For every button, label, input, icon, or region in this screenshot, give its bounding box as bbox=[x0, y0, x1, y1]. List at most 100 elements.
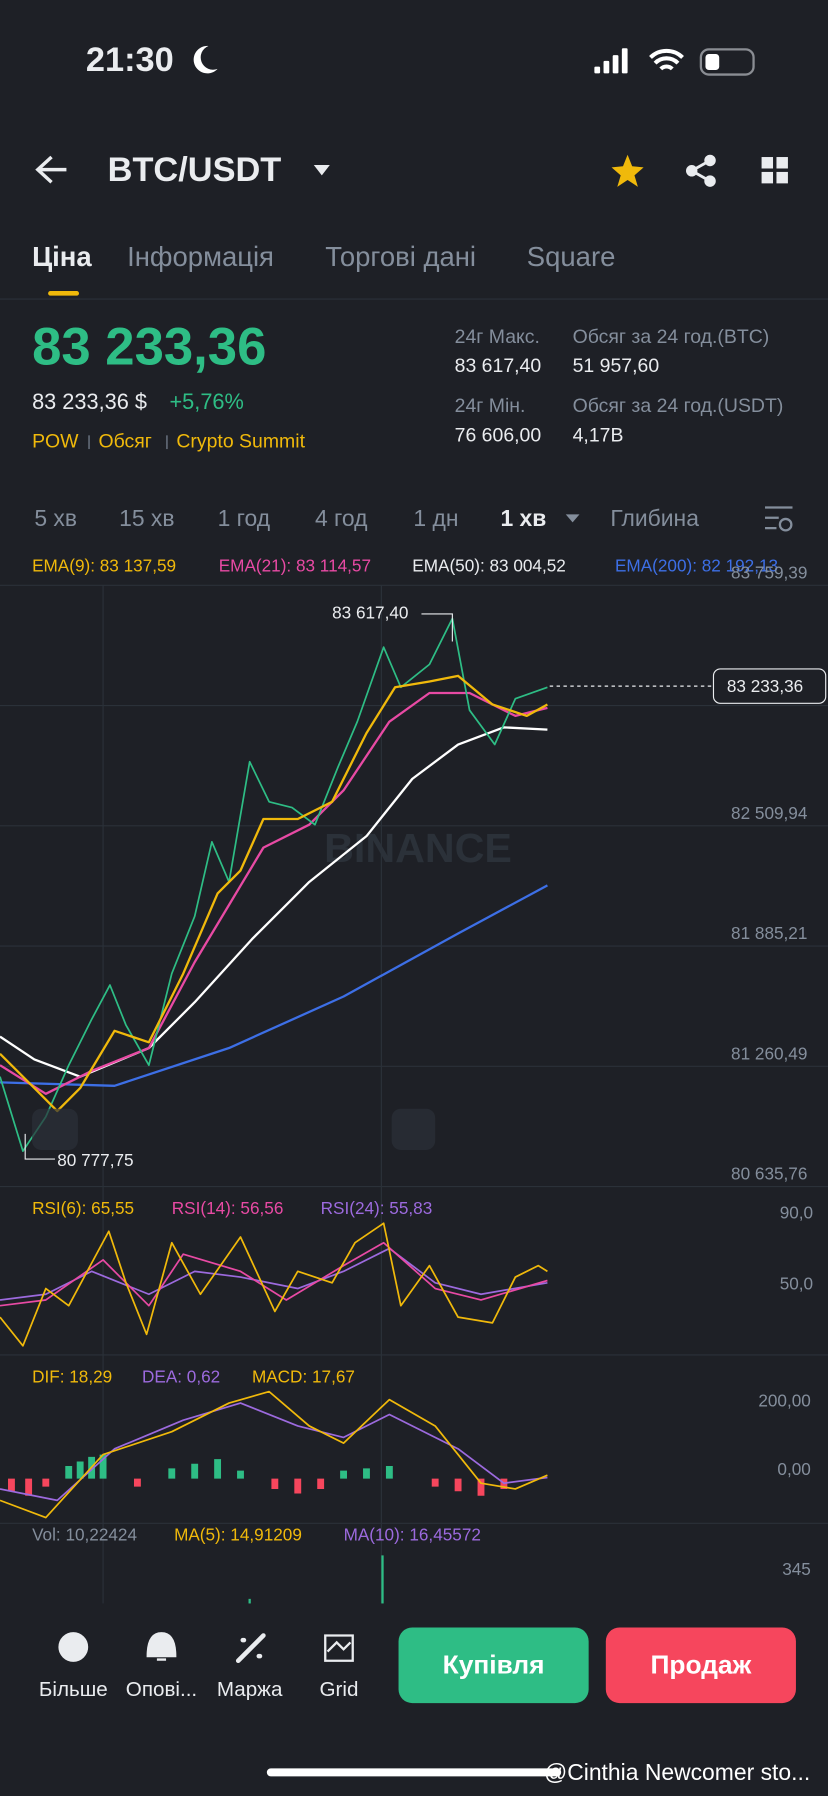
depth-tab[interactable]: Глибина bbox=[610, 505, 699, 531]
favorite-star[interactable] bbox=[611, 154, 644, 187]
chart-settings[interactable] bbox=[765, 506, 793, 532]
stat-value: 76 606,00 bbox=[455, 425, 542, 447]
macd-axis-label: 200,00 bbox=[758, 1390, 810, 1410]
macd-axis-label: 0,00 bbox=[777, 1459, 810, 1479]
alert-icon[interactable] bbox=[146, 1632, 177, 1661]
margin-icon[interactable] bbox=[235, 1633, 266, 1664]
volume-label: MA(5): 14,91209 bbox=[174, 1524, 302, 1544]
rsi-label: RSI(6): 65,55 bbox=[32, 1198, 134, 1218]
dea-line bbox=[0, 1402, 548, 1502]
current-price-box bbox=[712, 668, 827, 704]
interval[interactable]: 4 год bbox=[315, 505, 368, 531]
volume-axis-label: 345 bbox=[782, 1559, 811, 1579]
ema-label: EMA(9): 83 137,59 bbox=[32, 556, 176, 576]
tag[interactable]: Обсяг bbox=[98, 430, 151, 452]
layout-cell bbox=[761, 171, 774, 184]
battery-level bbox=[705, 53, 720, 70]
tab-indicator bbox=[48, 291, 80, 296]
nav-label[interactable]: Опові... bbox=[126, 1678, 197, 1701]
layout-cell bbox=[776, 157, 788, 169]
wifi-icon bbox=[649, 48, 684, 71]
buy-button[interactable] bbox=[398, 1627, 589, 1704]
ema50-line bbox=[0, 726, 548, 1078]
ema-label: EMA(21): 83 114,57 bbox=[219, 556, 371, 576]
ema200-line bbox=[0, 884, 548, 1087]
macd-histogram-down bbox=[8, 1478, 508, 1496]
home-indicator bbox=[266, 1768, 562, 1777]
sell-button[interactable] bbox=[605, 1627, 796, 1704]
signal-bar bbox=[621, 48, 628, 74]
overlay-text: @Cinthia Newcomer sto... bbox=[544, 1759, 810, 1785]
watermark: BINANCE bbox=[324, 825, 512, 871]
layout-button[interactable] bbox=[761, 157, 788, 184]
signal-bar bbox=[603, 60, 610, 74]
macd-label: DIF: 18,29 bbox=[32, 1366, 112, 1386]
signal-bar bbox=[594, 66, 601, 74]
interval[interactable]: 15 хв bbox=[119, 505, 174, 531]
tag[interactable]: Crypto Summit bbox=[176, 430, 305, 452]
current-price: 83 233,36 bbox=[727, 676, 803, 696]
interval[interactable]: 1 дн bbox=[413, 505, 458, 531]
high-label: 83 617,40 bbox=[332, 603, 408, 623]
ema-label: EMA(50): 83 004,52 bbox=[412, 556, 566, 576]
rsi-label: RSI(24): 55,83 bbox=[321, 1198, 433, 1218]
clock: 21:30 bbox=[86, 41, 174, 79]
rsi-label: RSI(14): 56,56 bbox=[172, 1198, 284, 1218]
stat-label: 24г Мін. bbox=[455, 395, 526, 417]
pair-dropdown[interactable] bbox=[313, 165, 330, 176]
tab[interactable]: Торгові дані bbox=[325, 241, 476, 272]
price-axis-label: 81 885,21 bbox=[731, 923, 807, 943]
rsi6-line bbox=[0, 1222, 548, 1347]
price-axis-label: 80 635,76 bbox=[731, 1164, 807, 1184]
nav-label[interactable]: Більше bbox=[39, 1678, 108, 1701]
tab[interactable]: Інформація bbox=[127, 241, 274, 272]
price-line bbox=[0, 617, 548, 1152]
settings-gear bbox=[778, 517, 793, 532]
tag-separator bbox=[166, 435, 168, 450]
ema9-line bbox=[0, 674, 548, 1113]
rsi-axis-label: 50,0 bbox=[780, 1274, 813, 1294]
tag-separator bbox=[88, 435, 90, 450]
price-change: +5,76% bbox=[169, 389, 243, 414]
nav-label[interactable]: Grid bbox=[320, 1678, 359, 1701]
tab[interactable]: Square bbox=[527, 241, 616, 272]
dif-line bbox=[0, 1390, 548, 1519]
price-axis-label: 82 509,94 bbox=[731, 803, 808, 823]
ema21-line bbox=[0, 691, 548, 1095]
sell-label[interactable]: Продаж bbox=[650, 1649, 751, 1679]
pair-title[interactable]: BTC/USDT bbox=[108, 151, 282, 189]
price-axis-label: 81 260,49 bbox=[731, 1043, 807, 1063]
stat-value: 51 957,60 bbox=[573, 355, 660, 377]
tab[interactable]: Ціна bbox=[32, 241, 92, 272]
moon-icon bbox=[193, 45, 218, 74]
share-button[interactable] bbox=[685, 154, 716, 187]
fullscreen-button[interactable] bbox=[32, 1108, 78, 1150]
layout-cell bbox=[761, 157, 774, 169]
interval-dropdown[interactable] bbox=[565, 514, 580, 523]
interval[interactable]: 1 год bbox=[218, 505, 271, 531]
battery-icon bbox=[699, 48, 755, 76]
tag[interactable]: POW bbox=[32, 430, 79, 452]
grid-icon[interactable] bbox=[324, 1634, 354, 1662]
volume-label: MA(10): 16,45572 bbox=[344, 1524, 481, 1544]
more-icon[interactable] bbox=[58, 1632, 89, 1662]
stat-label: Обсяг за 24 год.(BTC) bbox=[573, 326, 770, 348]
back-button[interactable] bbox=[35, 155, 67, 184]
signal-icon bbox=[594, 48, 628, 74]
interval-active[interactable]: 1 хв bbox=[500, 505, 546, 531]
price-axis-label: 83 759,39 bbox=[731, 562, 807, 582]
low-leader bbox=[24, 1133, 55, 1160]
hide-button[interactable] bbox=[391, 1108, 436, 1150]
stat-label: 24г Макс. bbox=[455, 326, 540, 348]
volume-bars bbox=[248, 1555, 384, 1604]
usd-price: 83 233,36 $ bbox=[32, 389, 147, 414]
volume-label: Vol: 10,22424 bbox=[32, 1524, 137, 1544]
stat-value: 83 617,40 bbox=[455, 355, 542, 377]
stat-label: Обсяг за 24 год.(USDT) bbox=[573, 395, 784, 417]
ema-label: EMA(200): 82 192,13 bbox=[615, 556, 778, 576]
stat-value: 4,17B bbox=[573, 425, 624, 447]
buy-label[interactable]: Купівля bbox=[443, 1649, 545, 1679]
interval[interactable]: 5 хв bbox=[34, 505, 77, 531]
nav-label[interactable]: Маржа bbox=[217, 1678, 283, 1701]
